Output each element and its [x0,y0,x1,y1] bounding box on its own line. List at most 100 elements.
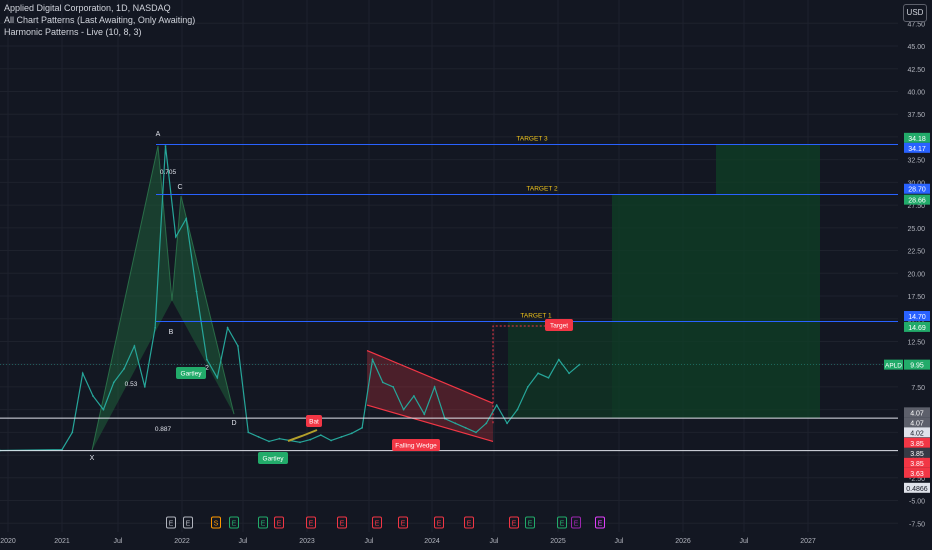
price-point [206,358,208,361]
event-marker: E [437,521,442,528]
event-marker: E [277,521,282,528]
currency-button[interactable]: USD [903,4,927,22]
falling-wedge-tag: Falling Wedge [395,443,437,450]
price-point [361,426,363,429]
price-point [516,408,519,411]
label-b: B [169,329,174,336]
gartley-tag-2: Gartley [263,456,285,463]
x-tick-label: Jul [239,538,248,545]
target-tag-box [545,319,573,331]
price-point [423,413,426,416]
indicator-harmonic-patterns[interactable]: Harmonic Patterns - Live (10, 8, 3) [4,27,142,37]
event-marker-box [557,516,567,529]
badge-r3-bg [904,467,930,478]
y-tick-label: -5.00 [909,499,925,506]
x-tick-label: 2023 [299,538,315,545]
target-label-t2: TARGET 2 [526,186,558,193]
y-tick-label: 32.50 [907,158,925,165]
x-tick-label: Jul [615,538,624,545]
price-point [330,439,332,442]
badge-last: 9.95 [910,363,924,370]
event-marker: E [560,521,565,528]
badge-t2b: 28.66 [908,198,926,205]
price-point [547,376,550,379]
x-tick-label: Jul [740,538,749,545]
badge-t1a-bg [904,310,930,321]
bat-tag: Bat [309,419,319,426]
event-marker: E [512,521,517,528]
event-marker: E [309,521,314,528]
label-a: A [156,131,161,138]
price-point [133,345,136,347]
badge-t3a: 34.18 [908,136,926,143]
event-marker: E [467,521,472,528]
price-point [143,386,146,388]
badge-r3: 3.63 [910,471,924,478]
bat-tag-box [306,415,322,427]
price-point [257,436,260,438]
y-tick-label: 40.00 [907,89,925,96]
price-point [216,376,219,379]
price-badges: 34.18 34.17 28.70 28.66 14.70 14.69 9.95 APLD 4.… [884,132,930,493]
x-tick-label: 2026 [675,538,691,545]
x-tick-label: 2022 [174,538,190,545]
x-tick-label: Jul [490,538,499,545]
price-point [371,358,374,361]
wedge-target-path [492,325,548,424]
x-tick-label: 2024 [424,538,440,545]
badge-t3a-bg [904,132,930,143]
badge-ticker-bg [884,359,903,370]
bat-leg [287,429,318,442]
ratio-053: 0.53 [125,381,138,388]
symbol-title[interactable]: Applied Digital Corporation, 1D, NASDAQ [4,3,171,13]
harmonic-pattern [91,145,235,451]
x-tick-label: 2025 [550,538,566,545]
event-marker-box [595,516,605,529]
event-marker-box [258,516,268,529]
price-point [454,422,457,425]
price-point [154,326,157,329]
price-point [226,326,229,329]
price-point [278,437,281,440]
price-point [464,426,467,429]
y-tick-label: 25.00 [907,226,925,233]
ratio-0887: 0.887 [155,426,172,433]
event-marker-box [398,516,408,529]
badge-g1-bg [904,447,930,458]
target-tag: Target [550,323,568,330]
price-point [506,422,508,425]
event-marker: S [214,521,219,528]
badge-t3b: 34.17 [908,146,926,153]
event-marker: E [340,521,345,528]
indicator-chart-patterns[interactable]: All Chart Patterns (Last Awaiting, Only … [4,15,196,25]
event-marker: E [574,521,579,528]
price-point [309,438,312,441]
badge-w2: 4.07 [910,420,924,427]
x-tick-label: Jul [365,538,374,545]
price-point [123,367,125,370]
target-lines: TARGET 3 TARGET 2 TARGET 1 [0,135,898,452]
x-tick-label: 2020 [0,538,16,545]
price-point [319,434,322,436]
price-series [0,145,898,452]
gartley-tag-1-box [176,367,206,379]
y-tick-label: -7.50 [909,521,925,528]
event-marker-box [274,516,284,529]
badge-t1b: 14.69 [908,325,926,332]
x-tick-label: 2021 [54,538,70,545]
falling-wedge-tag-box [392,439,440,451]
event-marker: E [598,521,603,528]
price-point [164,145,167,147]
badge-w4-bg [904,482,930,493]
badge-w3: 4.02 [910,430,924,437]
price-point [392,386,395,388]
y-tick-label: 7.50 [911,385,925,392]
price-point [475,431,477,434]
price-point [195,290,198,293]
y-tick-label: 42.50 [907,67,925,74]
event-marker: E [169,521,174,528]
price-point [102,408,105,411]
y-tick-label: 27.50 [907,203,925,210]
